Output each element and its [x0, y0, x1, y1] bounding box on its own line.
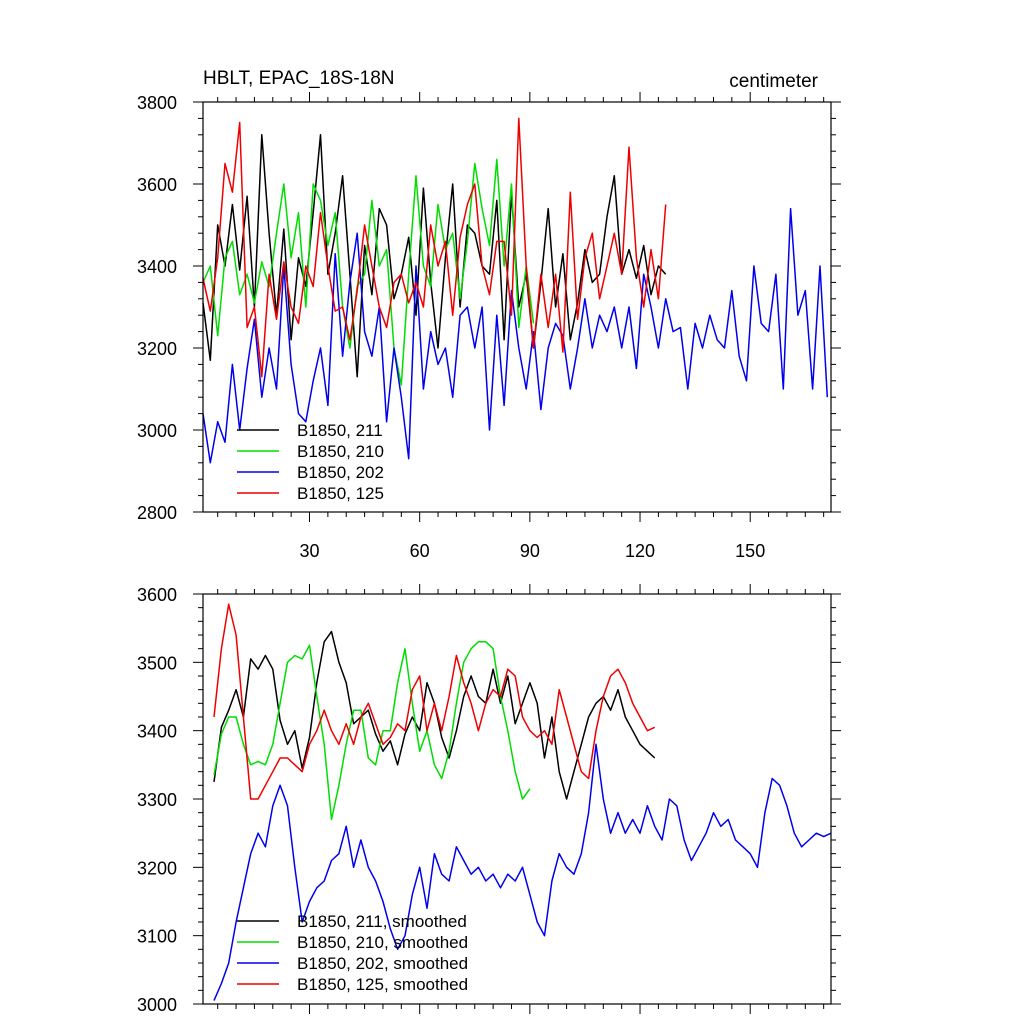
- y-tick-label: 3400: [137, 722, 177, 742]
- y-tick-label: 3500: [137, 653, 177, 673]
- legend-label: B1850, 210, smoothed: [297, 933, 468, 952]
- series-line-1-2: [213, 743, 832, 1001]
- y-tick-label: 3000: [137, 995, 177, 1015]
- x-tick-label: 60: [410, 541, 430, 561]
- y-tick-label: 3200: [137, 339, 177, 359]
- legend-label: B1850, 211: [297, 421, 383, 440]
- legend-label: B1850, 202, smoothed: [297, 954, 468, 973]
- y-tick-label: 3600: [137, 175, 177, 195]
- series-line-0-0: [202, 134, 667, 378]
- x-tick-label: 120: [625, 541, 655, 561]
- bottom-plot-area: 3000 3100 3200 3300 3400 3500 3600 B1850, 211, …: [137, 584, 841, 1015]
- x-tick-label: 30: [299, 541, 319, 561]
- legend-label: B1850, 125, smoothed: [297, 975, 468, 994]
- legend-label: B1850, 211, smoothed: [297, 912, 467, 931]
- series-line-1-3: [213, 603, 656, 800]
- series-line-0-3: [202, 117, 667, 378]
- y-tick-label: 3400: [137, 257, 177, 277]
- plot-frame: [202, 101, 832, 513]
- y-tick-label: 3300: [137, 790, 177, 810]
- y-tick-label: 3800: [137, 93, 177, 113]
- top-plot-area: 2800 3000 3200 3400 3600 3800 30 60 90 120 150 B185…: [137, 92, 841, 561]
- x-tick-label: 150: [735, 541, 765, 561]
- series-line-0-2: [202, 207, 829, 464]
- top-panel: HBLT, EPAC_18S-18N centimeter 2800 3000 32…: [137, 68, 841, 561]
- chart-title: HBLT, EPAC_18S-18N: [203, 68, 395, 89]
- y-tick-label: 3100: [137, 927, 177, 947]
- bottom-panel: 3000 3100 3200 3300 3400 3500 3600 B1850, 211, …: [137, 584, 841, 1015]
- legend-label: B1850, 125: [297, 484, 384, 503]
- legend-label: B1850, 202: [297, 463, 384, 482]
- series-line-0-1: [202, 158, 535, 386]
- x-tick-label: 90: [520, 541, 540, 561]
- y-tick-label: 3600: [137, 585, 177, 605]
- legend-label: B1850, 210: [297, 442, 384, 461]
- y-tick-label: 3000: [137, 421, 177, 441]
- y-tick-label: 2800: [137, 503, 177, 523]
- y-tick-label: 3200: [137, 858, 177, 878]
- units-label: centimeter: [729, 71, 818, 92]
- series-line-1-1: [213, 641, 531, 821]
